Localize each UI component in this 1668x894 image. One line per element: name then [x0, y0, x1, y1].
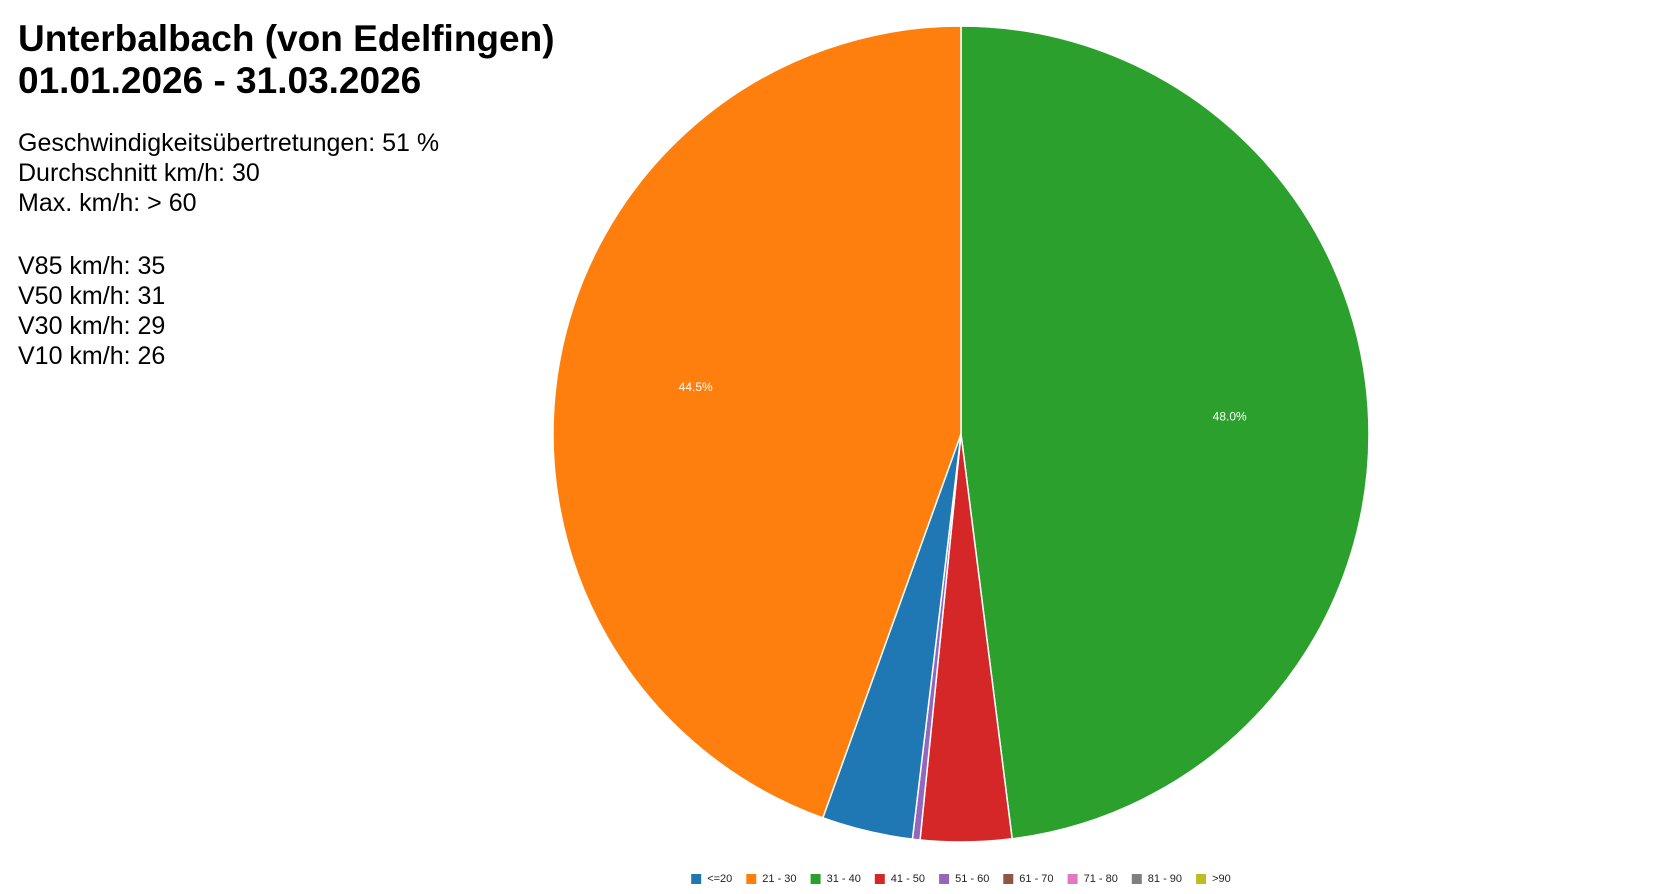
average-speed: Durchschnitt km/h: 30 — [18, 159, 260, 187]
v30-speed: V30 km/h: 29 — [18, 312, 166, 340]
legend-item-71-80: 71 - 80 — [1067, 873, 1118, 885]
date-range-title: 01.01.2026 - 31.03.2026 — [18, 60, 422, 101]
legend-swatch-21-30 — [746, 874, 757, 884]
v10-speed: V10 km/h: 26 — [18, 342, 166, 370]
v85-speed: V85 km/h: 35 — [18, 252, 166, 280]
legend-swatch-31-40 — [810, 874, 821, 884]
slice-label-21-30: 44.5% — [679, 380, 713, 394]
max-speed: Max. km/h: > 60 — [18, 189, 197, 217]
pie-slices — [552, 25, 1370, 843]
legend-label-71-80: 71 - 80 — [1084, 873, 1118, 885]
legend-swatch-71-80 — [1067, 874, 1078, 884]
slice-label-31-40: 48.0% — [1213, 409, 1247, 423]
legend-item-20: <=20 — [691, 873, 732, 885]
legend-label-21-30: 21 - 30 — [762, 873, 796, 885]
legend-label-20: <=20 — [707, 873, 732, 885]
pie-slice-31-40 — [960, 25, 1370, 840]
legend-swatch-51-60 — [939, 874, 950, 884]
legend-swatch-41-50 — [874, 874, 885, 884]
location-title: Unterbalbach (von Edelfingen) — [18, 18, 555, 59]
speed-statistics: Geschwindigkeitsübertretungen: 51 % Durc… — [18, 128, 439, 371]
pie-slice-21-30 — [552, 25, 962, 819]
legend-item-90: >90 — [1196, 873, 1231, 885]
legend-swatch-20 — [691, 874, 702, 884]
chart-legend: <=20 21 - 30 31 - 40 41 - 50 51 - 60 61 - 70 7… — [691, 873, 1231, 885]
legend-label-90: >90 — [1212, 873, 1231, 885]
legend-label-51-60: 51 - 60 — [955, 873, 989, 885]
legend-item-51-60: 51 - 60 — [939, 873, 989, 885]
chart-title-block: Unterbalbach (von Edelfingen) 01.01.2026… — [18, 18, 555, 102]
legend-item-31-40: 31 - 40 — [810, 873, 861, 885]
legend-label-31-40: 31 - 40 — [827, 873, 861, 885]
legend-item-41-50: 41 - 50 — [874, 873, 925, 885]
speeding-percentage: Geschwindigkeitsübertretungen: 51 % — [18, 129, 440, 157]
legend-item-81-90: 81 - 90 — [1131, 873, 1182, 885]
legend-item-21-30: 21 - 30 — [746, 873, 797, 885]
legend-swatch-81-90 — [1131, 874, 1142, 884]
legend-item-61-70: 61 - 70 — [1003, 873, 1054, 885]
v50-speed: V50 km/h: 31 — [18, 282, 166, 310]
legend-swatch-61-70 — [1003, 874, 1014, 884]
pie-slice-labels: 48.0% 44.5% — [679, 380, 1247, 423]
legend-label-41-50: 41 - 50 — [891, 873, 925, 885]
legend-label-81-90: 81 - 90 — [1148, 873, 1182, 885]
legend-label-61-70: 61 - 70 — [1019, 873, 1053, 885]
legend-swatch-90 — [1196, 874, 1207, 884]
